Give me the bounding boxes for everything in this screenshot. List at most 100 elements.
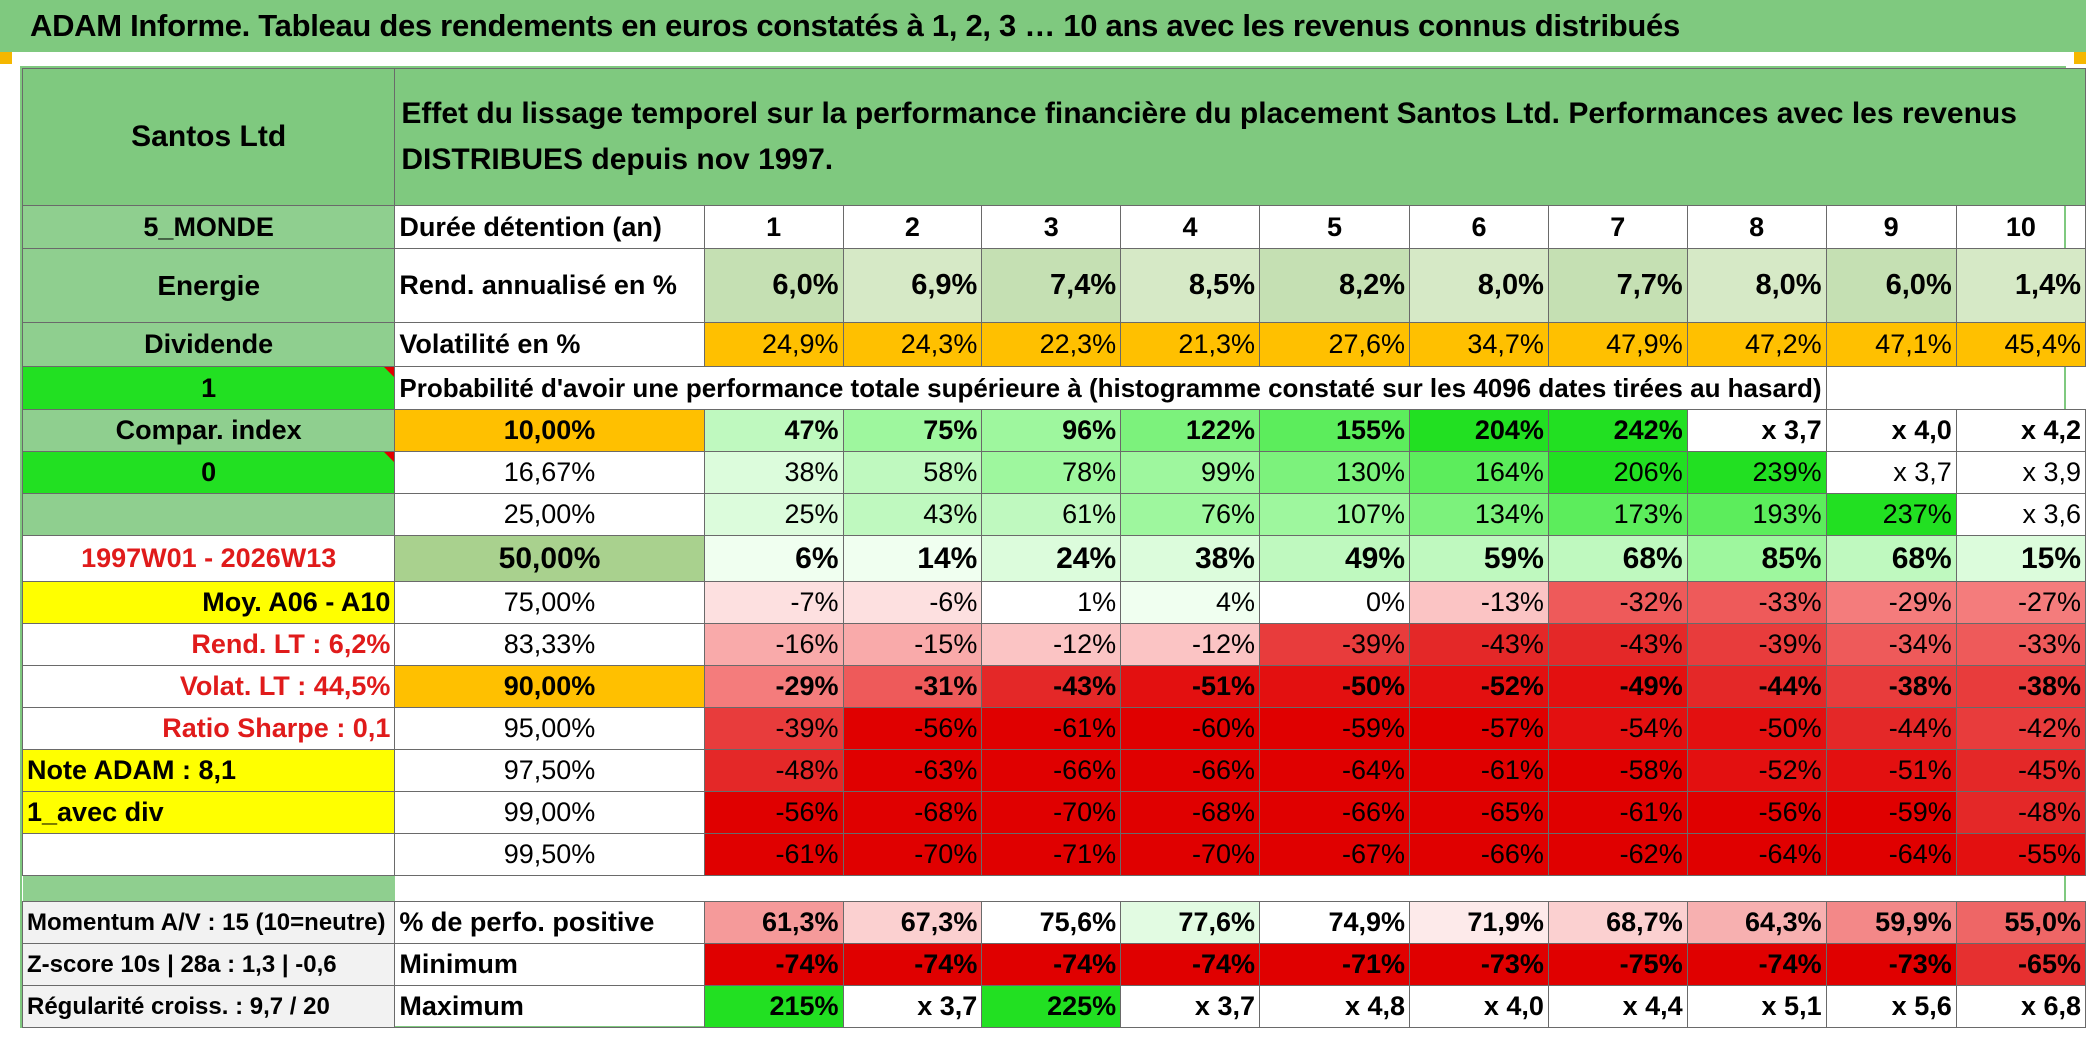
probability-value: 155% bbox=[1258, 409, 1411, 452]
summary-value: -71% bbox=[1258, 943, 1411, 986]
summary-value: 71,9% bbox=[1409, 901, 1549, 944]
moy-label: Moy. A06 - A10 bbox=[21, 581, 396, 624]
vol-value: 21,3% bbox=[1120, 322, 1260, 367]
probability-value: 38% bbox=[703, 451, 844, 494]
probability-row: Ratio Sharpe : 0,1 95,00% -39% -56% -61% -60%… bbox=[21, 707, 2086, 750]
summary-value: 61,3% bbox=[703, 901, 844, 944]
rend-value: 7,7% bbox=[1547, 248, 1688, 323]
summary-value: x 5,6 bbox=[1825, 985, 1957, 1028]
probability-value: 68% bbox=[1825, 535, 1957, 582]
summary-row: Régularité croiss. : 9,7 / 20 Maximum 215%… bbox=[21, 985, 2086, 1028]
probability-value: -12% bbox=[981, 623, 1122, 666]
probability-threshold: 99,00% bbox=[394, 791, 705, 834]
probability-value: -60% bbox=[1120, 707, 1260, 750]
probability-value: -44% bbox=[1686, 665, 1827, 708]
spacer-cell bbox=[22, 875, 395, 902]
summary-value: x 3,7 bbox=[842, 985, 983, 1028]
summary-label: Minimum bbox=[394, 943, 705, 986]
probability-value: -62% bbox=[1547, 833, 1688, 876]
probability-value: -39% bbox=[1258, 623, 1411, 666]
summary-value: -74% bbox=[1120, 943, 1260, 986]
summary-value: 74,9% bbox=[1258, 901, 1411, 944]
summary-value: -74% bbox=[842, 943, 983, 986]
probability-value: x 3,9 bbox=[1955, 451, 2086, 494]
probability-value: 24% bbox=[981, 535, 1122, 582]
summary-value: 59,9% bbox=[1825, 901, 1957, 944]
spacer-cell bbox=[1410, 876, 1549, 902]
probability-value: 43% bbox=[842, 493, 983, 536]
rend-value: 1,4% bbox=[1955, 248, 2086, 323]
probability-value: -33% bbox=[1686, 581, 1827, 624]
period-label: 1997W01 - 2026W13 bbox=[21, 535, 396, 582]
probability-value: -49% bbox=[1547, 665, 1688, 708]
probability-value: 61% bbox=[981, 493, 1122, 536]
probability-value: 15% bbox=[1955, 535, 2086, 582]
probability-threshold: 99,50% bbox=[394, 833, 705, 876]
probability-value: -59% bbox=[1825, 791, 1957, 834]
probability-value: 164% bbox=[1409, 451, 1549, 494]
probability-value: -70% bbox=[981, 791, 1122, 834]
probability-value: 204% bbox=[1409, 409, 1549, 452]
probability-row: 25,00% 25% 43% 61% 76% 107% 134% 173% 193% 237% x … bbox=[21, 493, 2086, 536]
corner-marker bbox=[2074, 52, 2086, 64]
probability-value: 49% bbox=[1258, 535, 1411, 582]
blank-cell bbox=[1826, 367, 1956, 410]
probability-value: -43% bbox=[1409, 623, 1549, 666]
probability-value: -68% bbox=[842, 791, 983, 834]
probability-value: 206% bbox=[1547, 451, 1688, 494]
summary-value: x 3,7 bbox=[1120, 985, 1260, 1028]
summary-value: -74% bbox=[981, 943, 1122, 986]
year-header: 10 bbox=[1955, 205, 2086, 249]
probability-value: -6% bbox=[842, 581, 983, 624]
vol-value: 45,4% bbox=[1955, 322, 2086, 367]
probability-value: 122% bbox=[1120, 409, 1260, 452]
blank-side-cell bbox=[21, 833, 396, 876]
sector-label: Energie bbox=[21, 248, 396, 323]
probability-row: 0 16,67% 38% 58% 78% 99% 130% 164% 206% 239% x 3,7… bbox=[21, 451, 2086, 494]
year-header: 5 bbox=[1258, 205, 1411, 249]
probability-row: Compar. index 10,00% 47% 75% 96% 122% 155% 204%… bbox=[21, 409, 2086, 452]
probability-value: 134% bbox=[1409, 493, 1549, 536]
year-header: 6 bbox=[1409, 205, 1549, 249]
probability-row: Moy. A06 - A10 75,00% -7% -6% 1% 4% 0% -13% -32%… bbox=[21, 581, 2086, 624]
probability-value: -66% bbox=[981, 749, 1122, 792]
value-zero-cell: 0 bbox=[21, 451, 396, 494]
year-header: 1 bbox=[703, 205, 844, 249]
probability-value: 78% bbox=[981, 451, 1122, 494]
vol-value: 24,9% bbox=[703, 322, 844, 367]
probability-value: 47% bbox=[703, 409, 844, 452]
rend-value: 8,2% bbox=[1258, 248, 1411, 323]
probability-value: -48% bbox=[1955, 791, 2086, 834]
probability-value: 96% bbox=[981, 409, 1122, 452]
blank-cell bbox=[1956, 367, 2085, 410]
compar-index-label: Compar. index bbox=[21, 409, 396, 452]
probability-threshold: 75,00% bbox=[394, 581, 705, 624]
vol-value: 47,2% bbox=[1686, 322, 1827, 367]
probability-value: -54% bbox=[1547, 707, 1688, 750]
probability-label: Probabilité d'avoir une performance tota… bbox=[394, 366, 1827, 410]
probability-value: -66% bbox=[1120, 749, 1260, 792]
region-label: 5_MONDE bbox=[21, 205, 396, 249]
rend-value: 6,0% bbox=[1825, 248, 1957, 323]
probability-value: -67% bbox=[1258, 833, 1411, 876]
rend-value: 8,0% bbox=[1686, 248, 1827, 323]
volat-lt-label: Volat. LT : 44,5% bbox=[21, 665, 396, 708]
probability-value: -27% bbox=[1955, 581, 2086, 624]
probability-value: -29% bbox=[1825, 581, 1957, 624]
probability-value: -71% bbox=[981, 833, 1122, 876]
probability-value: 173% bbox=[1547, 493, 1688, 536]
rend-value: 8,5% bbox=[1120, 248, 1260, 323]
probability-value: -61% bbox=[1547, 791, 1688, 834]
dividend-label: Dividende bbox=[21, 322, 396, 367]
probability-value: -68% bbox=[1120, 791, 1260, 834]
summary-value: 77,6% bbox=[1120, 901, 1260, 944]
vol-value: 27,6% bbox=[1258, 322, 1411, 367]
probability-value: -64% bbox=[1825, 833, 1957, 876]
summary-label: % de perfo. positive bbox=[394, 901, 705, 944]
probability-value: -43% bbox=[981, 665, 1122, 708]
probability-value: -51% bbox=[1120, 665, 1260, 708]
probability-value: -39% bbox=[703, 707, 844, 750]
spacer-cell bbox=[843, 876, 982, 902]
probability-value: -45% bbox=[1955, 749, 2086, 792]
probability-threshold: 10,00% bbox=[394, 409, 705, 452]
